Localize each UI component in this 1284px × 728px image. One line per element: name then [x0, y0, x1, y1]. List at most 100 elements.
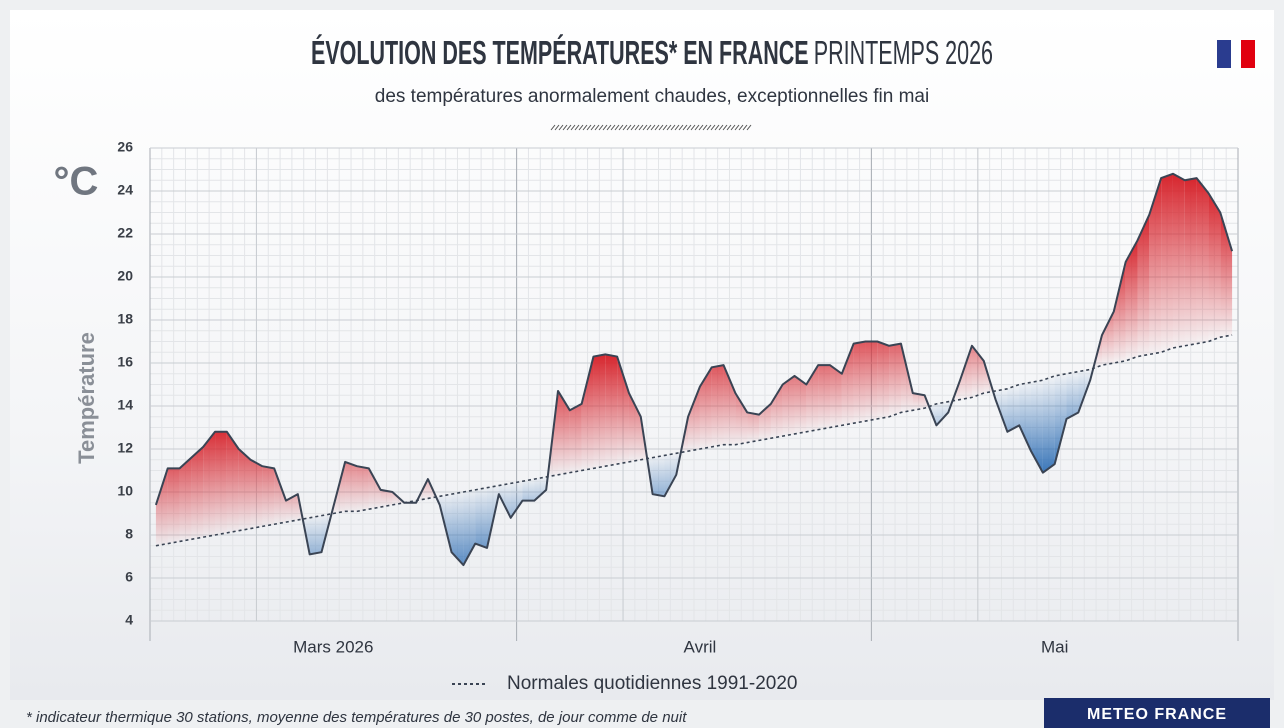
anomaly-fill — [463, 489, 476, 566]
hatch-stroke — [558, 124, 564, 131]
anomaly-fill — [498, 483, 511, 518]
anomaly-fill — [735, 393, 748, 445]
anomaly-fill — [960, 345, 972, 400]
hatch-stroke — [654, 124, 660, 131]
hatch-stroke — [554, 124, 560, 131]
hatch-stroke — [678, 124, 684, 131]
anomaly-fill — [806, 365, 819, 432]
temperature-line — [154, 172, 1234, 567]
anomaly-fill — [699, 367, 712, 449]
hatch-stroke — [722, 124, 728, 131]
anomaly-fill — [628, 393, 641, 462]
hatch-stroke — [730, 124, 736, 131]
hatch-stroke — [614, 124, 620, 131]
unit-label: °C — [54, 160, 99, 204]
y-tick-label: 10 — [117, 483, 133, 499]
anomaly-fill — [818, 365, 830, 430]
anomaly-fill — [215, 431, 227, 535]
hatch-stroke — [690, 124, 696, 131]
anomaly-fill — [865, 341, 878, 422]
x-tick-label: Mai — [1041, 637, 1068, 656]
y-tick-label: 26 — [117, 139, 133, 155]
hatch-stroke — [630, 124, 636, 131]
anomaly-fill — [345, 461, 357, 512]
hatch-stroke — [618, 124, 624, 131]
anomaly-fill — [534, 476, 547, 501]
anomaly-fill — [1137, 214, 1150, 357]
y-tick-label: 12 — [117, 440, 133, 456]
anomaly-fill — [688, 386, 700, 452]
hatch-stroke — [726, 124, 732, 131]
hatch-stroke — [670, 124, 676, 131]
anomaly-fill — [1031, 380, 1043, 473]
anomaly-fill — [652, 455, 665, 497]
hatch-stroke — [550, 124, 556, 131]
hatch-stroke — [598, 124, 604, 131]
hatch-stroke — [706, 124, 712, 131]
anomaly-fill — [226, 431, 239, 533]
hatch-stroke — [698, 124, 704, 131]
anomaly-fill — [853, 341, 866, 424]
anomaly-fill — [569, 403, 582, 473]
anomaly-fill — [747, 412, 760, 443]
hatch — [550, 124, 752, 131]
anomaly-fill — [593, 354, 606, 469]
chart-title: ÉVOLUTION DES TEMPÉRATURES* EN FRANCEPRI… — [311, 34, 993, 71]
anomaly-fill — [1161, 173, 1173, 353]
anomaly-fill — [286, 494, 298, 523]
anomaly-fill — [309, 515, 322, 555]
anomaly-fill — [605, 354, 618, 467]
title-main: ÉVOLUTION DES TEMPÉRATURES* EN FRANCE — [311, 34, 809, 71]
anomaly-fill — [1149, 178, 1162, 355]
legend-label: Normales quotidiennes 1991-2020 — [507, 673, 797, 694]
hatch-stroke — [634, 124, 640, 131]
hatch-stroke — [650, 124, 656, 131]
hatch-stroke — [662, 124, 668, 131]
anomaly-fill — [1019, 382, 1032, 452]
y-tick-label: 16 — [117, 354, 133, 370]
hatch-stroke — [638, 124, 644, 131]
anomaly-fill — [451, 492, 464, 566]
anomaly-fill — [770, 384, 783, 439]
anomaly-fill — [782, 375, 795, 437]
hatch-stroke — [578, 124, 584, 131]
anomaly-fill — [664, 453, 677, 497]
anomaly-fill — [936, 401, 949, 426]
hatch-stroke — [586, 124, 592, 131]
anomaly-fill — [723, 365, 736, 445]
hatch-stroke — [694, 124, 700, 131]
hatch-stroke — [606, 124, 612, 131]
anomaly-fill — [1172, 173, 1185, 348]
title-season: PRINTEMPS 2026 — [814, 34, 993, 71]
hatch-stroke — [674, 124, 680, 131]
anomaly-fill — [1113, 261, 1126, 363]
hatch-stroke — [734, 124, 740, 131]
anomaly-fill — [889, 343, 901, 417]
hatch-stroke — [626, 124, 632, 131]
anomaly-fill — [274, 468, 286, 525]
anomaly-fill — [262, 466, 275, 527]
hatch-stroke — [714, 124, 720, 131]
hatch-stroke — [682, 124, 688, 131]
hatch-stroke — [594, 124, 600, 131]
anomaly-fills — [155, 173, 1233, 566]
anomaly-fill — [1196, 178, 1209, 344]
anomaly-fill — [1066, 371, 1079, 419]
anomaly-fill — [203, 431, 216, 538]
marks — [154, 172, 1234, 567]
hatch-stroke — [582, 124, 588, 131]
anomaly-fill — [1125, 240, 1138, 361]
y-tick-label: 22 — [117, 225, 133, 241]
hatch-stroke — [646, 124, 652, 131]
anomaly-fill — [368, 468, 381, 510]
hatch-stroke — [566, 124, 572, 131]
anomaly-fill — [1102, 311, 1114, 366]
hatch-stroke — [686, 124, 692, 131]
anomaly-fill — [475, 487, 488, 548]
source: METEO FRANCE — [1087, 706, 1227, 723]
anomaly-fill — [1054, 373, 1067, 465]
anomaly-fill — [191, 446, 204, 540]
anomaly-fill — [581, 356, 594, 471]
hatch-stroke — [742, 124, 748, 131]
